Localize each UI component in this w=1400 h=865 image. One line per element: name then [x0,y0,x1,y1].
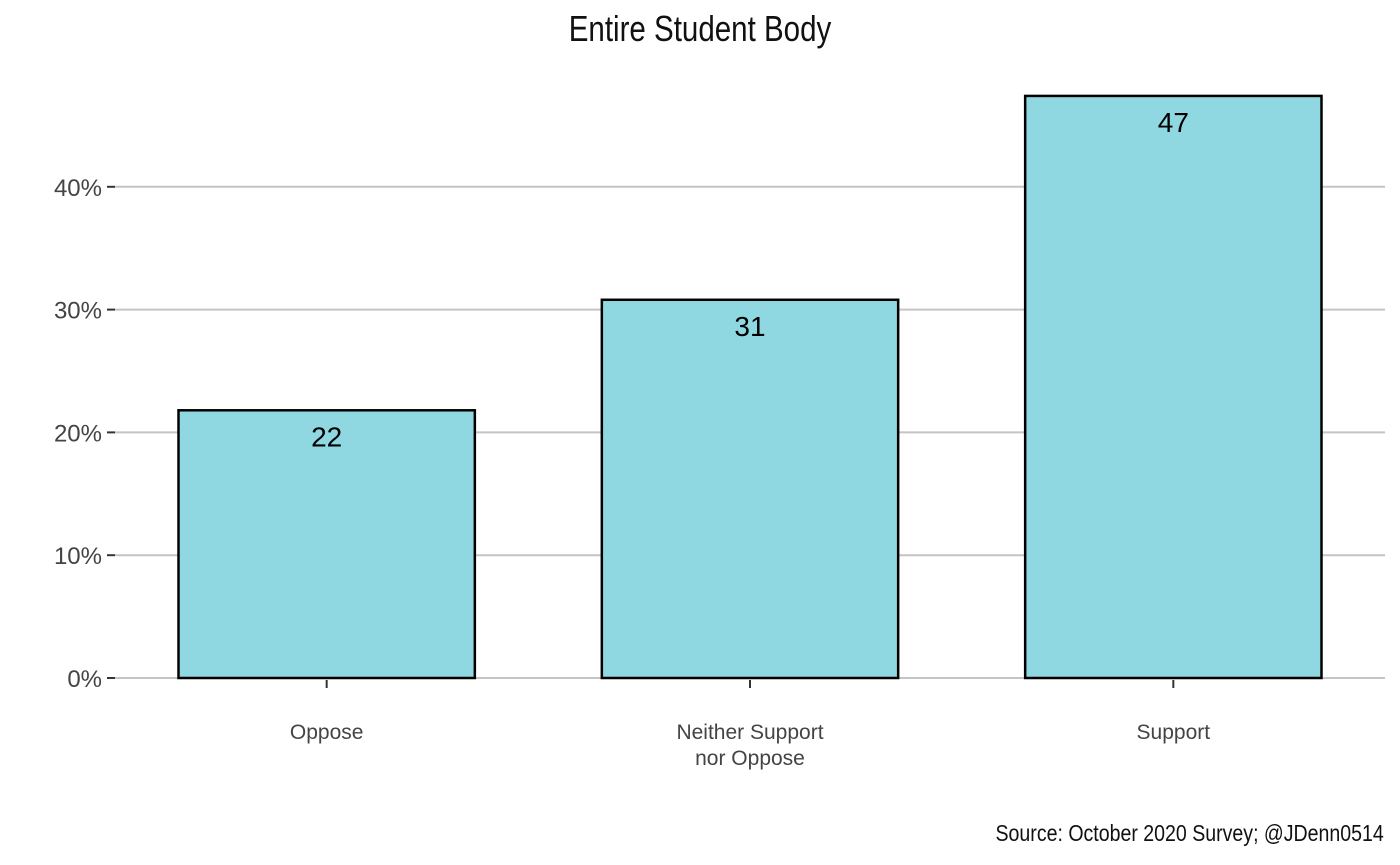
y-tick-label: 30% [54,298,102,325]
y-tick-label: 40% [54,175,102,202]
chart-caption: Source: October 2020 Survey; @JDenn0514 [995,820,1384,846]
bars [177,94,1323,680]
bar-oppose [177,409,477,680]
x-axis: Oppose Neither Support nor Oppose Support [290,680,1210,770]
chart-title: Entire Student Body [568,8,832,49]
bar-support [1023,94,1323,680]
y-tick-label: 0% [67,666,102,693]
x-tick-label: Oppose [290,721,364,744]
x-tick-label: Neither Support nor Oppose [676,721,823,770]
data-label: 31 [734,311,765,342]
data-label: 22 [311,421,342,452]
data-labels: 22 31 47 [311,107,1189,452]
data-label: 47 [1158,107,1189,138]
x-tick-label: Support [1137,721,1211,744]
y-tick-label: 10% [54,543,102,570]
bar-neither-support-nor-oppose [600,298,900,680]
y-tick-label: 20% [54,420,102,447]
y-axis: 0% 10% 20% 30% 40% [54,175,115,693]
